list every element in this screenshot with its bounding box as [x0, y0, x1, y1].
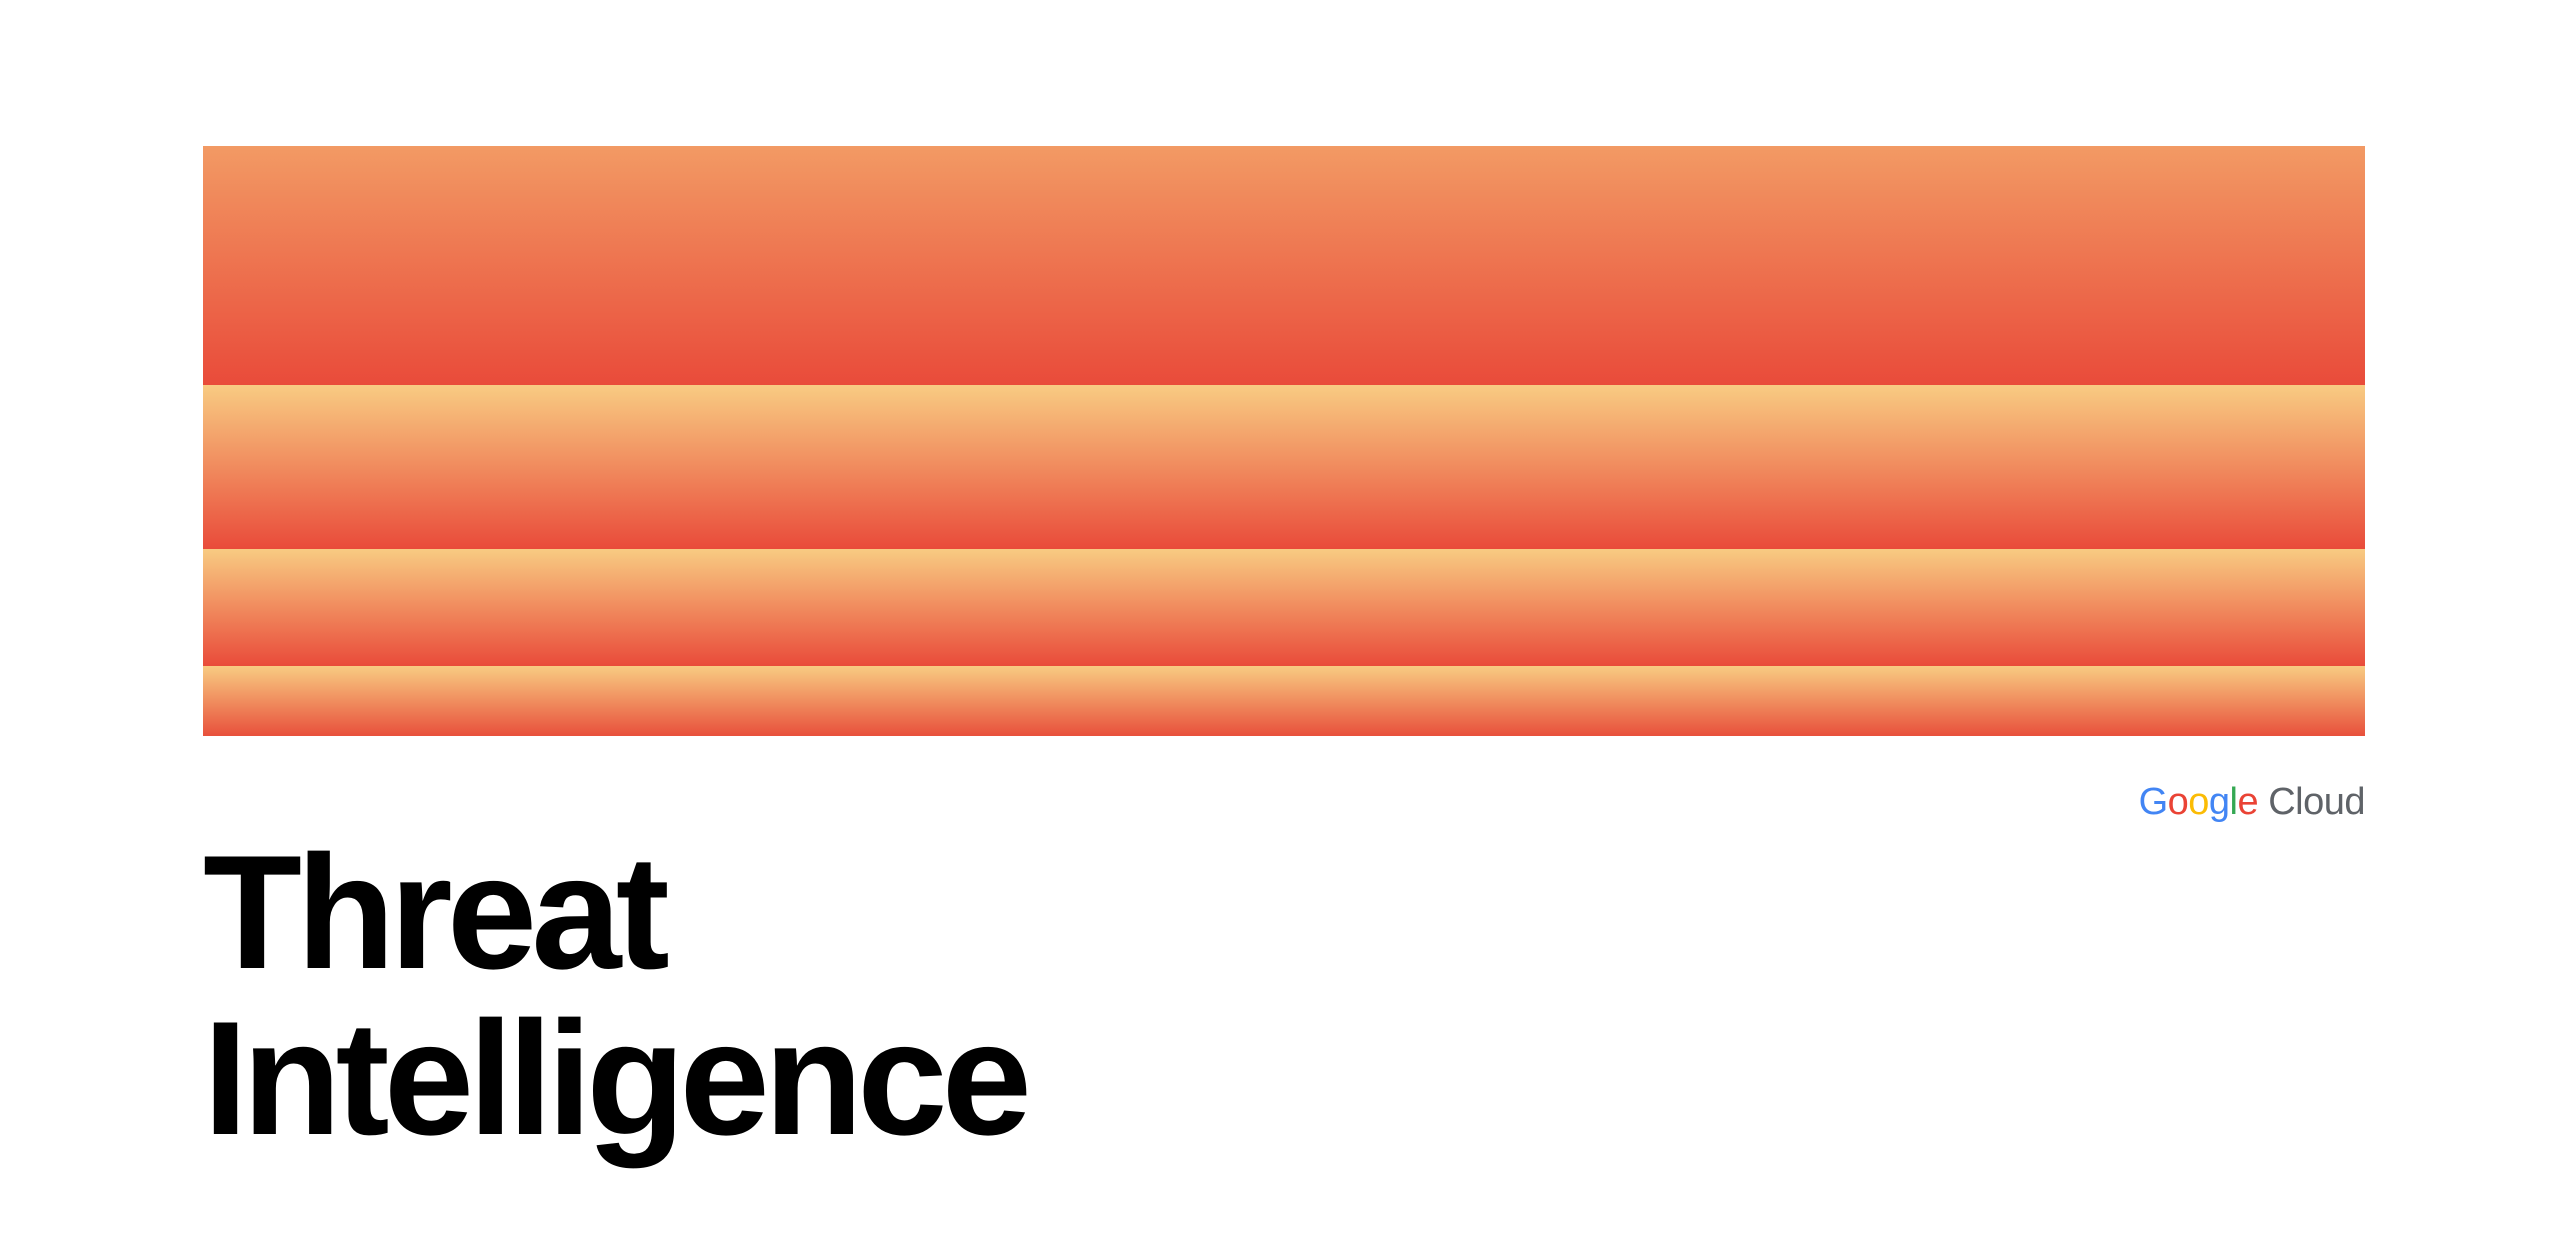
google-letter: G — [2138, 781, 2169, 823]
banner-band-4 — [203, 666, 2365, 736]
banner-band-1 — [203, 146, 2365, 385]
cloud-label: Cloud — [2268, 781, 2365, 823]
google-letter: o — [2188, 781, 2209, 823]
page-title: Threat Intelligence — [203, 830, 1603, 1162]
banner-band-2 — [203, 385, 2365, 549]
google-letter: e — [2237, 781, 2259, 823]
banner-band-3 — [203, 549, 2365, 666]
gradient-banner — [203, 146, 2365, 736]
google-letter: l — [2229, 781, 2238, 823]
title-line-2: Intelligence — [203, 988, 1032, 1169]
logo-separator — [2258, 779, 2268, 825]
google-cloud-logo: Google Cloud — [2139, 779, 2366, 829]
google-letter: g — [2208, 781, 2230, 823]
title-line-1: Threat — [203, 822, 670, 1003]
google-letter: o — [2167, 781, 2189, 823]
google-wordmark: Google — [2139, 779, 2259, 825]
